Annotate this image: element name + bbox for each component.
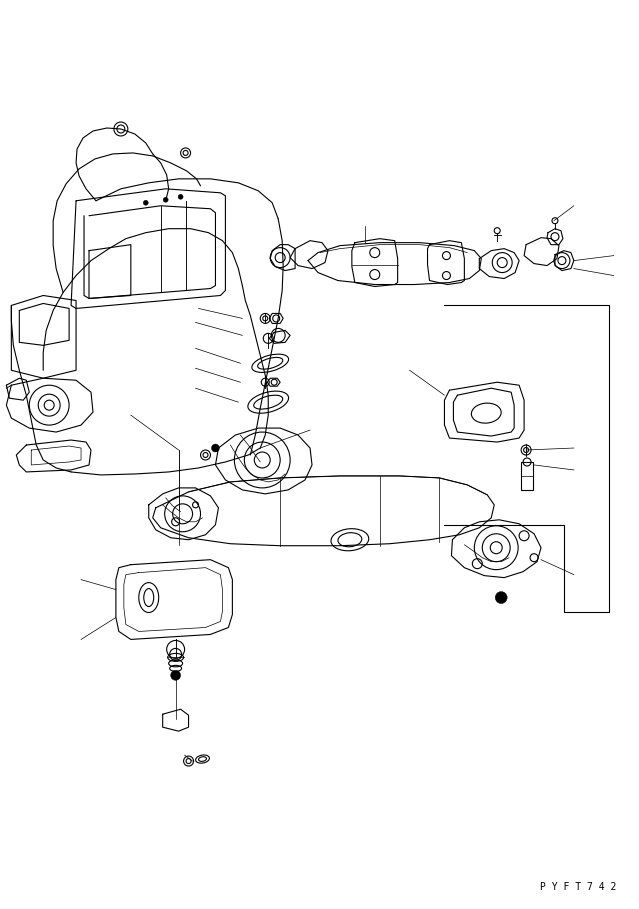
Circle shape (212, 444, 219, 452)
Circle shape (143, 200, 148, 205)
Circle shape (495, 592, 507, 604)
Text: P Y F T 7 4 2: P Y F T 7 4 2 (541, 882, 617, 892)
Circle shape (163, 197, 168, 203)
Bar (521, 462, 533, 490)
Circle shape (178, 195, 183, 199)
Circle shape (171, 670, 181, 680)
